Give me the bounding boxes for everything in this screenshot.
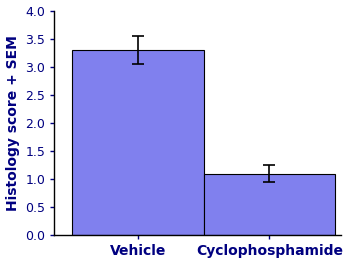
Bar bbox=[72, 50, 203, 235]
Y-axis label: Histology score + SEM: Histology score + SEM bbox=[6, 35, 20, 211]
Bar bbox=[203, 173, 335, 235]
